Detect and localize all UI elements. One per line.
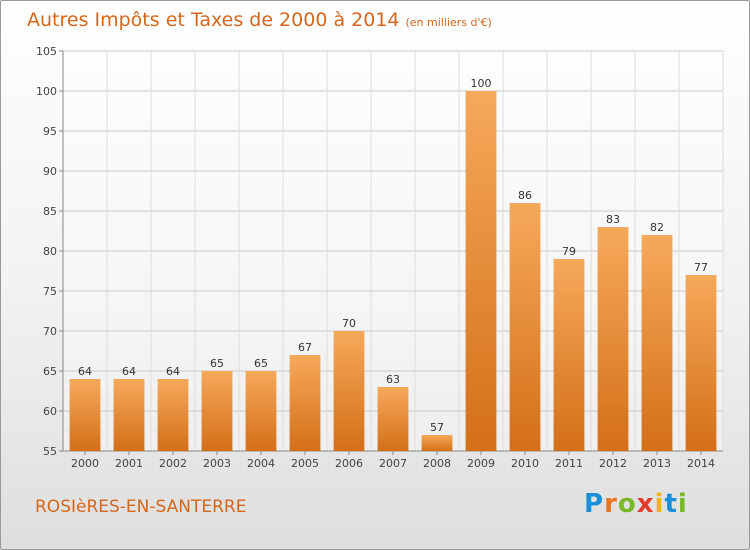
chart-title: Autres Impôts et Taxes de 2000 à 2014 (en… xyxy=(27,9,492,31)
y-tick-label: 55 xyxy=(43,445,57,458)
data-label: 65 xyxy=(210,357,224,370)
x-tick-label: 2012 xyxy=(599,457,627,470)
data-label: 64 xyxy=(166,365,180,378)
bar xyxy=(685,275,717,451)
bar xyxy=(377,387,409,451)
chart-title-text: Autres Impôts et Taxes de 2000 à 2014 xyxy=(27,9,400,31)
y-tick-label: 65 xyxy=(43,365,57,378)
x-tick-label: 2000 xyxy=(71,457,99,470)
bar xyxy=(553,259,585,451)
x-tick-label: 2006 xyxy=(335,457,363,470)
bar xyxy=(157,379,189,451)
logo-letter: i xyxy=(654,489,665,519)
logo-letter: o xyxy=(617,489,637,519)
x-tick-label: 2002 xyxy=(159,457,187,470)
data-label: 79 xyxy=(562,245,576,258)
y-tick-label: 70 xyxy=(43,325,57,338)
data-label: 70 xyxy=(342,317,356,330)
bar xyxy=(201,371,233,451)
x-tick-label: 2010 xyxy=(511,457,539,470)
bar xyxy=(641,235,673,451)
bar xyxy=(597,227,629,451)
logo-letter: x xyxy=(636,489,655,519)
y-tick-label: 60 xyxy=(43,405,57,418)
y-tick-label: 85 xyxy=(43,205,57,218)
bar xyxy=(113,379,145,451)
bar xyxy=(465,91,497,451)
data-label: 64 xyxy=(122,365,136,378)
y-tick-label: 80 xyxy=(43,245,57,258)
bar xyxy=(69,379,101,451)
y-tick-label: 95 xyxy=(43,125,57,138)
logo-letter: r xyxy=(604,489,618,519)
y-tick-label: 90 xyxy=(43,165,57,178)
chart-unit: (en milliers d'€) xyxy=(405,16,492,29)
data-label: 63 xyxy=(386,373,400,386)
x-tick-label: 2004 xyxy=(247,457,275,470)
bar xyxy=(421,435,453,451)
x-tick-label: 2001 xyxy=(115,457,143,470)
x-tick-label: 2014 xyxy=(687,457,715,470)
x-tick-label: 2005 xyxy=(291,457,319,470)
data-label: 65 xyxy=(254,357,268,370)
commune-name: ROSIèRES-EN-SANTERRE xyxy=(35,497,247,517)
x-tick-label: 2007 xyxy=(379,457,407,470)
data-label: 100 xyxy=(471,77,492,90)
data-label: 64 xyxy=(78,365,92,378)
logo-letter: P xyxy=(584,489,605,519)
logo-letter: t xyxy=(664,489,678,519)
proxiti-logo: Proxiti xyxy=(584,489,688,519)
data-label: 83 xyxy=(606,213,620,226)
data-label: 82 xyxy=(650,221,664,234)
data-label: 77 xyxy=(694,261,708,274)
x-tick-label: 2009 xyxy=(467,457,495,470)
y-tick-label: 105 xyxy=(36,45,57,58)
bar xyxy=(245,371,277,451)
logo-letter: i xyxy=(677,489,688,519)
x-tick-label: 2011 xyxy=(555,457,583,470)
x-tick-label: 2003 xyxy=(203,457,231,470)
data-label: 86 xyxy=(518,189,532,202)
data-label: 67 xyxy=(298,341,312,354)
y-tick-label: 100 xyxy=(36,85,57,98)
bar xyxy=(333,331,365,451)
x-tick-label: 2013 xyxy=(643,457,671,470)
y-tick-label: 75 xyxy=(43,285,57,298)
bar xyxy=(289,355,321,451)
data-label: 57 xyxy=(430,421,444,434)
bar xyxy=(509,203,541,451)
x-tick-label: 2008 xyxy=(423,457,451,470)
